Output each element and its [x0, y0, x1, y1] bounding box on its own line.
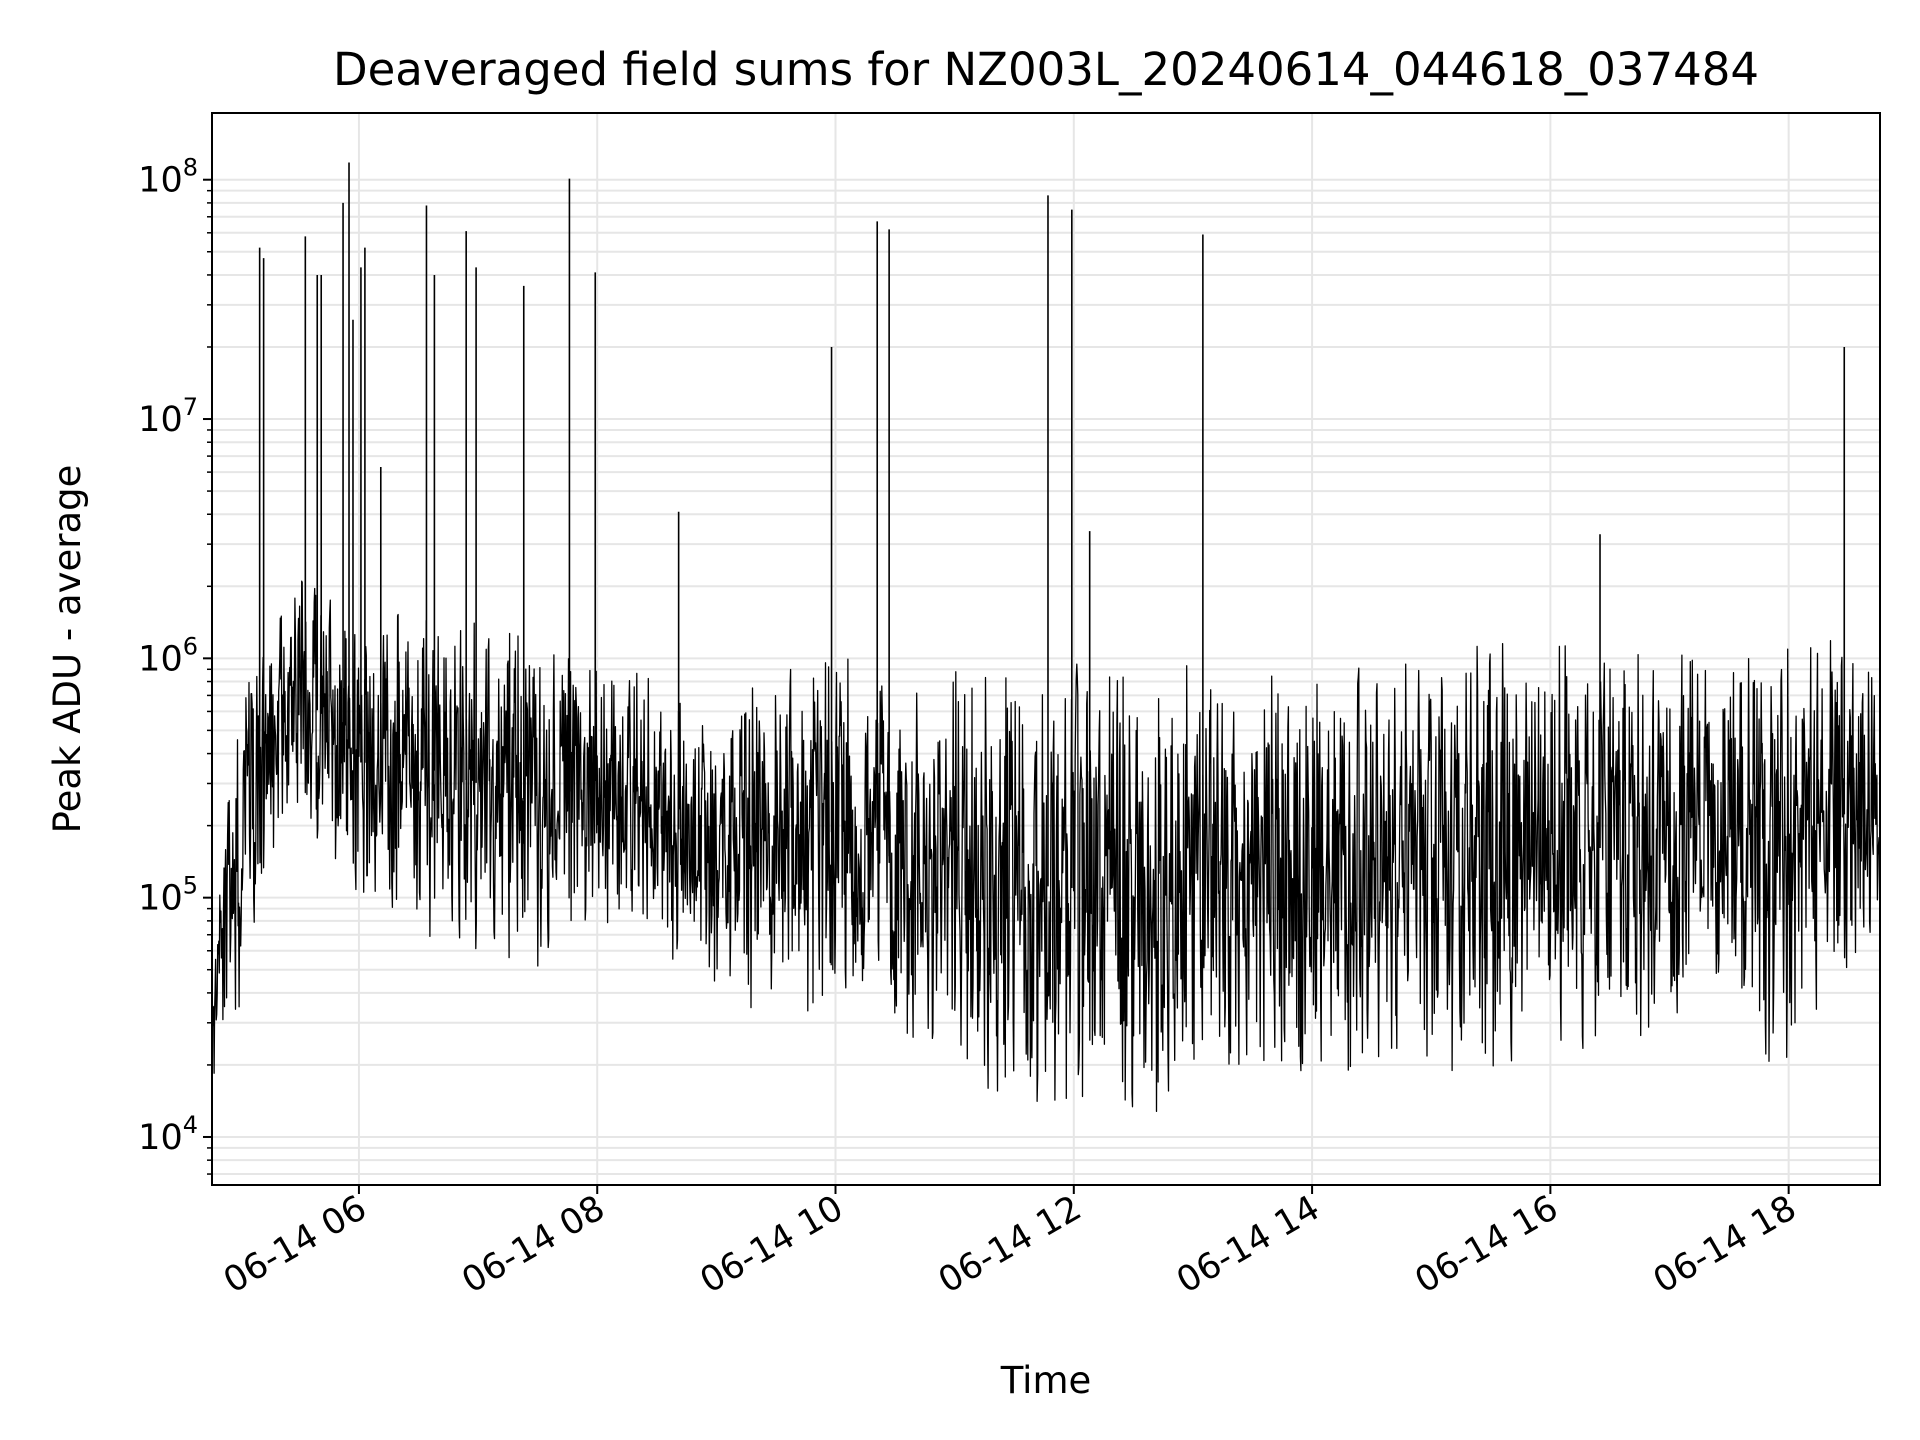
y-axis: 104 105 106 107 108 [138, 154, 212, 1175]
y-tick-label: 108 [138, 154, 198, 201]
plot-line [211, 162, 1881, 1113]
y-tick-label: 104 [138, 1111, 198, 1158]
y-tick-label: 105 [138, 872, 198, 919]
plot-frame [211, 112, 1881, 1186]
series-line [211, 580, 1881, 1113]
y-axis-label: Peak ADU - average [46, 465, 89, 834]
x-axis-label: Time [1000, 1359, 1092, 1402]
y-tick-label: 106 [138, 632, 198, 679]
y-tick-label: 107 [138, 393, 198, 440]
chart-title: Deaveraged field sums for NZ003L_2024061… [333, 43, 1759, 96]
